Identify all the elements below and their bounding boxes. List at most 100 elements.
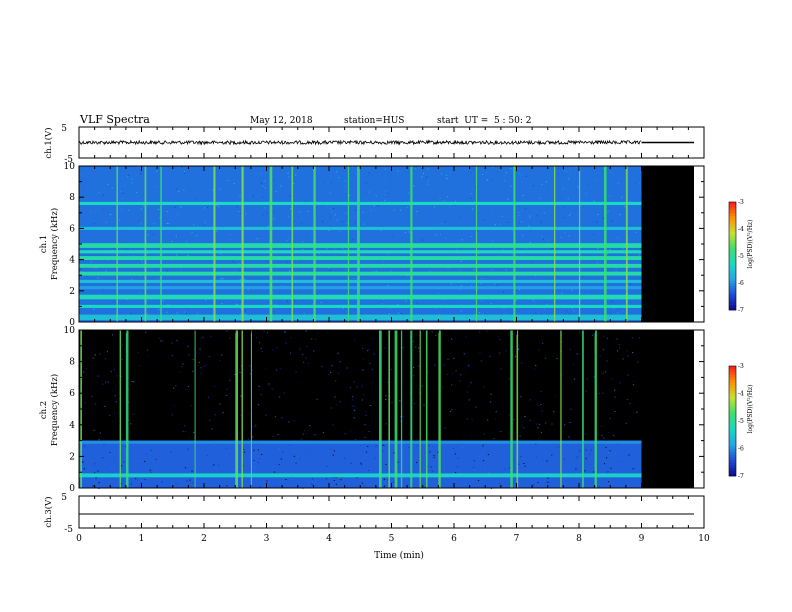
ch1-spectrogram-burst — [554, 166, 556, 322]
ch1-spectrogram-speckle — [284, 201, 286, 202]
ch1-spectrogram-speckle — [441, 233, 443, 235]
ch2-spectrogram-speckle — [471, 418, 473, 420]
ch1-spectrogram-speckle — [179, 179, 181, 181]
ch2-spectrogram-speckle — [300, 438, 302, 440]
ch1-spectrogram-speckle — [567, 308, 569, 310]
ch1-spectrogram-speckle — [150, 284, 152, 286]
ch1-spectrogram-speckle — [139, 219, 141, 221]
ch1-spectrogram-speckle — [302, 249, 304, 251]
ch2-spectrogram-speckle — [300, 354, 303, 356]
ch1-spectrogram-speckle — [385, 299, 387, 301]
ch2-spectrogram-speckle — [188, 354, 190, 356]
ch2-spectrogram-speckle — [280, 458, 282, 460]
ch2-spectrogram-speckle — [226, 485, 228, 487]
ch1-spectrogram-speckle — [280, 284, 282, 286]
ch2-spectrogram-speckle — [210, 349, 212, 351]
ch2-spectrogram-speckle — [607, 471, 609, 473]
ch2-spectrogram-speckle — [314, 445, 316, 446]
ch2-spectrogram-speckle — [188, 436, 190, 438]
ch2-spectrogram-speckle — [122, 350, 124, 352]
ch2-spectrogram-speckle — [187, 346, 189, 348]
ch2-spectrogram-speckle — [364, 436, 366, 438]
ch2-spectrogram-speckle — [606, 457, 608, 459]
ch2-spectrogram-speckle — [570, 408, 572, 410]
ch1-spectrogram-speckle — [570, 170, 572, 172]
ch2-spectrogram-speckle — [257, 449, 259, 451]
ch2-spectrogram-speckle — [282, 451, 284, 453]
ch2-spectrogram-burst — [388, 330, 390, 488]
ch2-spectrogram-speckle — [226, 388, 228, 390]
ch2-spectrogram-speckle — [161, 481, 163, 483]
ch1-spectrogram-speckle — [139, 292, 141, 293]
ch2-spectrogram-speckle — [335, 483, 338, 485]
ch1-spectrogram-speckle — [147, 211, 150, 213]
ch2-spectrogram-speckle — [144, 460, 146, 462]
ch1-spectrogram-band — [79, 201, 642, 205]
ch2-spectrogram-speckle — [368, 431, 370, 432]
ch1-spectrogram-speckle — [434, 292, 436, 294]
ch1-spectrogram-speckle — [156, 170, 158, 172]
ch2-spectrogram-speckle — [121, 344, 124, 346]
ch2-spectrogram-speckle — [558, 355, 560, 357]
ch2-spectrogram-speckle — [413, 375, 415, 377]
ch2-spectrogram-speckle — [84, 445, 86, 447]
ch2-spectrogram-speckle — [576, 381, 578, 383]
ch2-spectrogram-ytick-label: 0 — [69, 484, 75, 494]
ch1-spectrogram-speckle — [459, 270, 461, 271]
ch1-spectrogram-speckle — [274, 304, 276, 306]
ch1-spectrogram-speckle — [483, 219, 485, 221]
ch2-spectrogram-speckle — [272, 384, 274, 386]
ch2-spectrogram-speckle — [252, 476, 254, 478]
ch1-spectrogram-speckle — [447, 267, 449, 269]
ch1-spectrogram-speckle — [526, 277, 528, 279]
ch2-spectrogram-speckle — [109, 414, 111, 416]
ch1-spectrogram-speckle — [511, 319, 513, 321]
ch1-spectrogram-speckle — [560, 236, 562, 238]
ch2-spectrogram-speckle — [568, 436, 570, 438]
ch1-spectrogram-speckle — [142, 205, 145, 207]
ch2-spectrogram-speckle — [317, 368, 319, 370]
ch2-spectrogram-speckle — [390, 369, 392, 370]
ch1-spectrogram-speckle — [551, 248, 553, 250]
ch2-spectrogram-speckle — [589, 453, 591, 455]
ch2-spectrogram-speckle — [574, 459, 576, 460]
ch1-spectrogram-speckle — [286, 261, 288, 263]
ch1-spectrogram-speckle — [138, 166, 140, 168]
ch2-spectrogram-speckle — [246, 417, 248, 419]
ch2-spectrogram-speckle — [295, 462, 297, 464]
ch2-spectrogram-speckle — [449, 434, 451, 436]
ch2-spectrogram-burst — [425, 330, 428, 488]
ch2-spectrogram-speckle — [273, 466, 275, 468]
ch2-spectrogram-speckle — [534, 443, 537, 445]
ch1-spectrogram-speckle — [570, 214, 572, 216]
ch2-spectrogram-speckle — [373, 353, 375, 355]
ch2-spectrogram-speckle — [261, 454, 263, 456]
ch3-waveform-frame — [78, 495, 705, 529]
ch2-spectrogram-speckle — [86, 368, 88, 370]
ch2-spectrogram-speckle — [460, 374, 462, 376]
ch1-spectrogram-speckle — [615, 271, 617, 272]
ch1-spectrogram-speckle — [287, 172, 289, 174]
ch2-spectrogram-speckle — [496, 437, 498, 439]
ch1-spectrogram-speckle — [93, 308, 95, 310]
ch2-spectrogram-speckle — [544, 357, 547, 359]
ch1-spectrogram-speckle — [569, 215, 571, 216]
ch2-spectrogram-speckle — [82, 461, 84, 463]
ch2-spectrogram-speckle — [629, 403, 631, 405]
ch2-spectrogram-speckle — [334, 437, 336, 439]
ch2-spectrogram-speckle — [556, 375, 558, 377]
ch2-spectrogram-speckle — [601, 410, 603, 411]
ch2-spectrogram-speckle — [434, 363, 436, 365]
ch1-spectrogram-speckle — [440, 234, 442, 235]
ch2-spectrogram-speckle — [508, 467, 510, 469]
ch2-spectrogram-speckle — [393, 481, 395, 483]
ch2-spectrogram-speckle — [272, 436, 274, 437]
x-tick-label: 5 — [389, 534, 395, 544]
ch2-spectrogram-speckle — [490, 393, 492, 395]
ch1-spectrogram-speckle — [233, 222, 236, 224]
ch1-spectrogram-speckle — [471, 284, 473, 286]
ch2-frequency-ylabel: Frequency (kHz) — [49, 374, 60, 446]
ch2-spectrogram-speckle — [612, 435, 615, 436]
ch1-spectrogram-speckle — [104, 300, 106, 302]
ch1-spectrogram-speckle — [518, 172, 520, 174]
